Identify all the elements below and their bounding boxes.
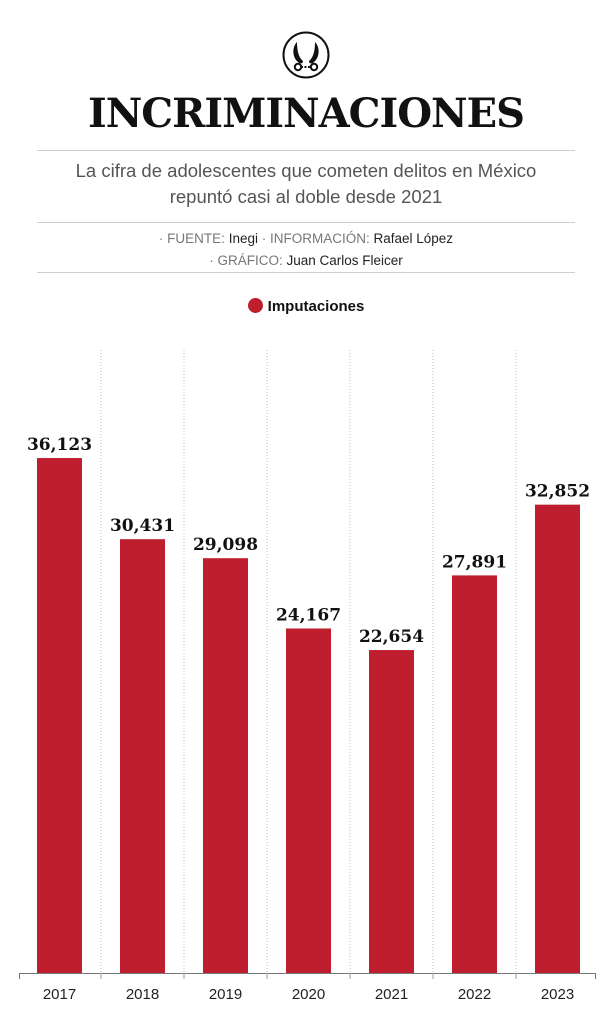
graphic-value: Juan Carlos Fleicer: [286, 253, 403, 268]
graphic-label: · GRÁFICO:: [209, 253, 283, 268]
source-label: · FUENTE:: [158, 231, 225, 246]
data-label-2019: 29,098: [193, 535, 258, 555]
x-tick-label-2023: 2023: [541, 986, 574, 1003]
data-label-2020: 24,167: [276, 605, 341, 625]
chart-title: INCRIMINACIONES: [88, 90, 525, 137]
bar-2017: [37, 458, 82, 973]
credits-line-2: · GRÁFICO: Juan Carlos Fleicer: [0, 250, 612, 272]
bar-2022: [452, 575, 497, 973]
subtitle-line-2: repuntó casi al doble desde 2021: [169, 186, 443, 207]
legend-swatch: [247, 298, 263, 313]
bar-2020: [286, 628, 331, 973]
data-label-2017: 36,123: [27, 435, 92, 455]
x-tick-label-2022: 2022: [458, 986, 491, 1003]
divider-bottom: [37, 272, 575, 273]
info-label: · INFORMACIÓN:: [261, 231, 370, 246]
data-label-2022: 27,891: [442, 552, 507, 572]
subtitle-line-1: La cifra de adolescentes que cometen del…: [75, 160, 537, 181]
data-label-2023: 32,852: [525, 482, 590, 502]
bar-2018: [120, 539, 165, 973]
x-tick-label-2020: 2020: [292, 986, 325, 1003]
legend-label: Imputaciones: [267, 298, 365, 315]
divider-top: [37, 150, 575, 151]
data-label-2021: 22,654: [359, 627, 424, 647]
legend: Imputaciones: [0, 298, 612, 315]
bar-2023: [535, 504, 580, 973]
chart-subtitle: La cifra de adolescentes que cometen del…: [0, 158, 612, 210]
info-value: Rafael López: [373, 231, 454, 246]
bar-2019: [203, 558, 248, 973]
x-tick-label-2017: 2017: [43, 986, 76, 1003]
source-value: Inegi: [228, 231, 258, 246]
data-label-2018: 30,431: [110, 516, 175, 536]
x-tick-label-2019: 2019: [209, 986, 242, 1003]
handcuffs-icon: [282, 31, 330, 79]
credits-line-1: · FUENTE: Inegi · INFORMACIÓN: Rafael Ló…: [0, 228, 612, 250]
divider-middle: [37, 222, 575, 223]
x-tick-label-2018: 2018: [126, 986, 159, 1003]
bar-2021: [369, 650, 414, 973]
x-tick-label-2021: 2021: [375, 986, 408, 1003]
credits: · FUENTE: Inegi · INFORMACIÓN: Rafael Ló…: [0, 228, 612, 272]
